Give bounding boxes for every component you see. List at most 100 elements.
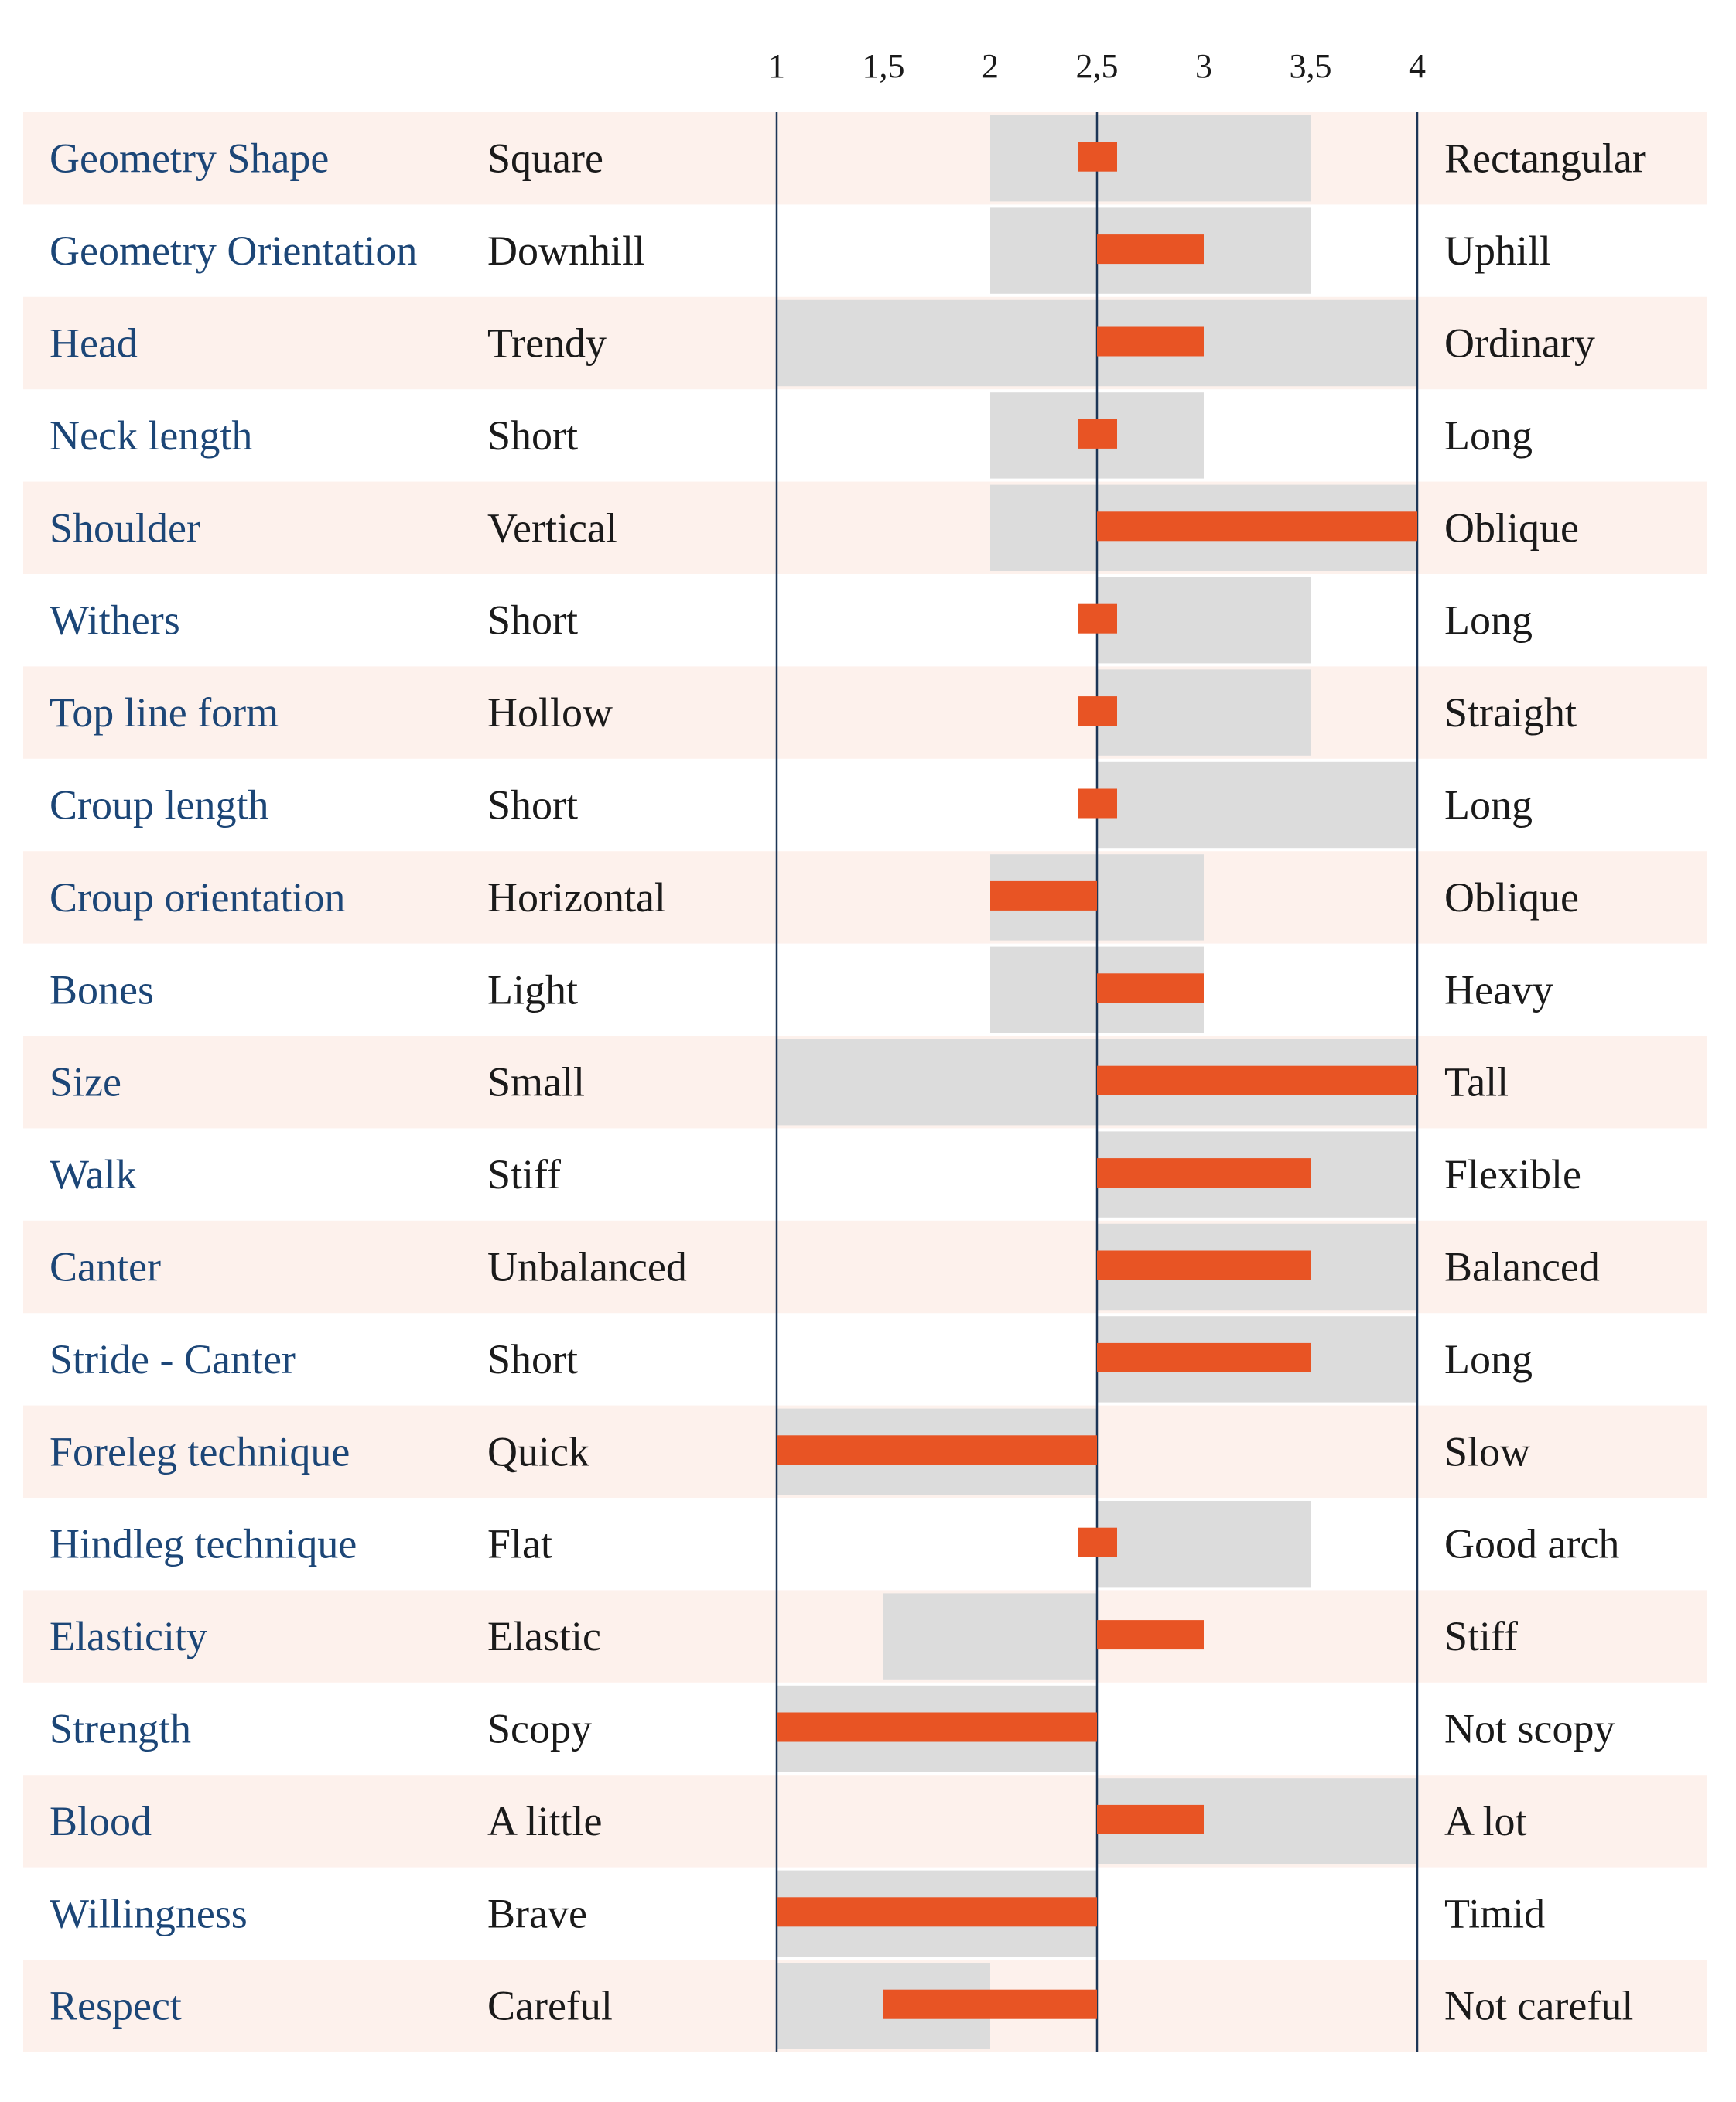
trait-label: Croup length [50, 782, 268, 829]
trait-label: Blood [50, 1798, 152, 1844]
value-bar [1078, 142, 1117, 172]
low-end-label: Short [487, 1336, 578, 1383]
trait-label: Elasticity [50, 1613, 207, 1659]
high-end-label: Balanced [1444, 1244, 1600, 1290]
range-bar [1097, 1501, 1311, 1588]
value-bar [1097, 1250, 1311, 1280]
row-stripe [23, 1590, 1707, 1683]
value-bar [777, 1712, 1097, 1742]
value-bar [1097, 1620, 1204, 1650]
low-end-label: Trendy [487, 320, 607, 367]
high-end-label: A lot [1444, 1798, 1527, 1844]
high-end-label: Not scopy [1444, 1706, 1615, 1752]
range-bar [1097, 761, 1417, 849]
value-bar [1078, 603, 1117, 634]
trait-label: Neck length [50, 412, 252, 459]
low-end-label: Square [487, 135, 603, 182]
value-bar [1078, 1527, 1117, 1557]
x-tick-label: 3 [1195, 47, 1212, 85]
high-end-label: Timid [1444, 1890, 1545, 1936]
value-bar [777, 1435, 1097, 1465]
x-tick-label: 2 [982, 47, 999, 85]
high-end-label: Not careful [1444, 1983, 1633, 2029]
trait-label: Geometry Orientation [50, 227, 417, 274]
low-end-label: Horizontal [487, 874, 666, 921]
value-bar [1078, 696, 1117, 726]
trait-label: Size [50, 1059, 121, 1106]
low-end-label: Flat [487, 1521, 552, 1567]
trait-label: Stride - Canter [50, 1336, 296, 1383]
trait-label: Croup orientation [50, 874, 345, 921]
x-tick-label: 4 [1409, 47, 1426, 85]
high-end-label: Tall [1444, 1059, 1509, 1106]
low-end-label: Elastic [487, 1613, 601, 1659]
value-bar [1097, 1342, 1311, 1372]
low-end-label: Scopy [487, 1706, 592, 1752]
value-bar [1097, 1065, 1417, 1095]
row-stripe [23, 851, 1707, 944]
trait-label: Bones [50, 966, 154, 1013]
high-end-label: Straight [1444, 689, 1577, 736]
low-end-label: Light [487, 966, 578, 1013]
low-end-label: A little [487, 1798, 603, 1844]
row-stripe [23, 666, 1707, 759]
low-end-label: Short [487, 782, 578, 829]
value-bar [1078, 788, 1117, 819]
trait-label: Top line form [50, 689, 279, 736]
trait-label: Geometry Shape [50, 135, 329, 182]
range-bar [1097, 577, 1311, 664]
trait-label: Walk [50, 1151, 137, 1198]
high-end-label: Oblique [1444, 874, 1579, 921]
x-tick-label: 3,5 [1290, 47, 1332, 85]
high-end-label: Heavy [1444, 966, 1553, 1013]
low-end-label: Vertical [487, 504, 617, 551]
low-end-label: Short [487, 597, 578, 644]
high-end-label: Ordinary [1444, 320, 1595, 367]
high-end-label: Slow [1444, 1428, 1530, 1475]
low-end-label: Hollow [487, 689, 613, 736]
high-end-label: Long [1444, 412, 1533, 459]
value-bar [1097, 511, 1417, 542]
x-tick-labels: 1 1,5 2 2,5 3 3,5 4 [768, 47, 1426, 85]
value-bars [777, 142, 1417, 2019]
value-bar [1097, 973, 1204, 1003]
trait-label: Strength [50, 1706, 191, 1752]
high-end-label: Uphill [1444, 227, 1551, 274]
high-end-label: Long [1444, 782, 1533, 829]
low-end-label: Quick [487, 1428, 589, 1475]
row-labels: Geometry Shape Square Rectangular Geometry … [50, 135, 1646, 2029]
high-end-label: Rectangular [1444, 135, 1646, 182]
high-end-label: Long [1444, 1336, 1533, 1383]
low-end-label: Stiff [487, 1151, 561, 1198]
high-end-label: Oblique [1444, 504, 1579, 551]
trait-label: Hindleg technique [50, 1521, 357, 1567]
trait-label: Head [50, 320, 138, 367]
low-end-label: Careful [487, 1983, 613, 2029]
trait-label: Shoulder [50, 504, 200, 551]
value-bar [883, 1989, 1097, 2019]
row-stripe [23, 481, 1707, 574]
range-bar [1097, 669, 1311, 756]
value-bar [1097, 1158, 1311, 1188]
trait-label: Foreleg technique [50, 1428, 350, 1475]
low-end-label: Brave [487, 1890, 587, 1936]
high-end-label: Stiff [1444, 1613, 1518, 1659]
value-bar [1097, 234, 1204, 265]
low-end-label: Downhill [487, 227, 645, 274]
trait-label: Willingness [50, 1890, 248, 1936]
range-bar [883, 1593, 1097, 1680]
high-end-label: Good arch [1444, 1521, 1619, 1567]
value-bar [1078, 419, 1117, 449]
row-stripe [23, 1220, 1707, 1314]
value-bar [777, 1897, 1097, 1927]
value-bar [990, 880, 1097, 911]
high-end-label: Flexible [1444, 1151, 1581, 1198]
x-tick-label: 1,5 [863, 47, 905, 85]
trait-label: Withers [50, 597, 180, 644]
value-bar [1097, 326, 1204, 357]
trait-label: Canter [50, 1244, 161, 1290]
row-stripe [23, 1775, 1707, 1868]
high-end-label: Long [1444, 597, 1533, 644]
low-end-label: Small [487, 1059, 585, 1106]
